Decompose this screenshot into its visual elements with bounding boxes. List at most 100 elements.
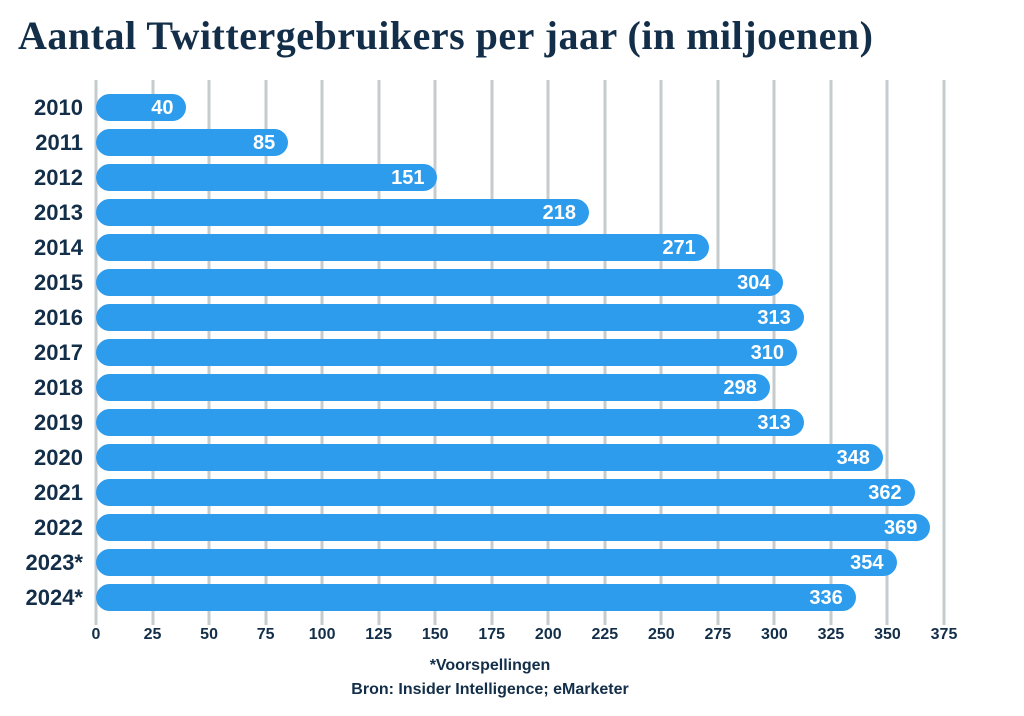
year-label-2020: 2020 — [34, 444, 83, 470]
bar-2022: 369 — [96, 514, 931, 541]
chart-row: 2010 40 — [0, 90, 944, 125]
bar-track: 369 — [96, 514, 944, 541]
bar-value-label: 313 — [757, 306, 791, 329]
year-label-2022: 2022 — [34, 514, 83, 540]
chart-title: Aantal Twittergebruikers per jaar (in mi… — [18, 13, 874, 58]
bar-2019: 313 — [96, 409, 804, 436]
bar-value-label: 362 — [868, 481, 902, 504]
x-tick-label-100: 100 — [308, 626, 336, 643]
bar-2017: 310 — [96, 339, 797, 366]
year-label-2023: 2023* — [25, 549, 83, 575]
bar-track: 310 — [96, 339, 944, 366]
bar-value-label: 151 — [391, 166, 425, 189]
chart-row: 2013 218 — [0, 195, 944, 230]
prediction-footnote: *Voorspellingen — [429, 657, 551, 674]
chart-row: 2022 369 — [0, 510, 944, 545]
chart-row: 2023* 354 — [0, 545, 944, 580]
bar-2011: 85 — [96, 129, 289, 156]
year-label-2013: 2013 — [34, 199, 83, 225]
gridline-350 — [885, 80, 889, 625]
bar-value-label: 271 — [662, 236, 696, 259]
year-label-2014: 2014 — [34, 234, 83, 260]
x-tick-label-225: 225 — [591, 626, 619, 643]
bar-2012: 151 — [96, 164, 438, 191]
year-label-2012: 2012 — [34, 164, 83, 190]
bar-value-label: 336 — [809, 586, 843, 609]
chart-row: 2017 310 — [0, 335, 944, 370]
x-tick-label-250: 250 — [647, 626, 675, 643]
chart-row: 2015 304 — [0, 265, 944, 300]
bar-2020: 348 — [96, 444, 883, 471]
bar-value-label: 369 — [884, 516, 918, 539]
bar-value-label: 310 — [750, 341, 784, 364]
bar-track: 85 — [96, 129, 944, 156]
footnotes: *Voorspellingen Bron: Insider Intelligen… — [0, 654, 980, 702]
x-tick-label-325: 325 — [817, 626, 845, 643]
chart-row: 2020 348 — [0, 440, 944, 475]
year-label-2010: 2010 — [34, 94, 83, 120]
x-tick-label-75: 75 — [256, 626, 275, 643]
x-tick-label-375: 375 — [930, 626, 958, 643]
bar-track: 298 — [96, 374, 944, 401]
year-label-2024: 2024* — [25, 584, 83, 610]
gridline-375 — [942, 80, 946, 625]
x-tick-label-300: 300 — [761, 626, 788, 643]
x-tick-label-50: 50 — [200, 626, 218, 643]
bar-value-label: 40 — [151, 96, 174, 119]
bar-2015: 304 — [96, 269, 784, 296]
chart-row: 2021 362 — [0, 475, 944, 510]
x-tick-label-150: 150 — [421, 626, 449, 643]
chart-row: 2019 313 — [0, 405, 944, 440]
bar-2013: 218 — [96, 199, 589, 226]
chart-row: 2011 85 — [0, 125, 944, 160]
year-label-2018: 2018 — [34, 374, 83, 400]
x-tick-label-200: 200 — [534, 626, 562, 643]
year-label-2011: 2011 — [35, 129, 83, 155]
chart-row: 2012 151 — [0, 160, 944, 195]
bar-2024: 336 — [96, 584, 856, 611]
chart-row: 2014 271 — [0, 230, 944, 265]
bar-track: 40 — [96, 94, 944, 121]
year-label-2021: 2021 — [34, 479, 83, 505]
bar-2021: 362 — [96, 479, 915, 506]
chart-row: 2016 313 — [0, 300, 944, 335]
bar-value-label: 85 — [252, 131, 276, 154]
x-tick-label-125: 125 — [365, 626, 393, 643]
bar-track: 313 — [96, 304, 944, 331]
bar-track: 313 — [96, 409, 944, 436]
x-tick-label-275: 275 — [704, 626, 732, 643]
chart-row: 2018 298 — [0, 370, 944, 405]
bar-2023: 354 — [96, 549, 897, 576]
bar-value-label: 348 — [836, 446, 870, 469]
x-tick-label-0: 0 — [91, 626, 101, 643]
source-footnote: Bron: Insider Intelligence; eMarketer — [351, 681, 629, 698]
bar-2016: 313 — [96, 304, 804, 331]
bar-value-label: 354 — [850, 551, 884, 574]
bar-2014: 271 — [96, 234, 709, 261]
bar-2010: 40 — [96, 94, 187, 121]
year-label-2017: 2017 — [34, 339, 83, 365]
gridline-325 — [829, 80, 833, 625]
chart-row: 2024* 336 — [0, 580, 944, 615]
bar-value-label: 304 — [737, 271, 771, 294]
x-tick-label-25: 25 — [143, 626, 162, 643]
bar-track: 304 — [96, 269, 944, 296]
bar-track: 271 — [96, 234, 944, 261]
bar-value-label: 218 — [542, 201, 576, 224]
x-tick-label-175: 175 — [478, 626, 506, 643]
bar-rows: 2010 40 2011 85 2012 151 2013 218 2014 271 2015 304… — [0, 90, 944, 615]
bar-value-label: 313 — [757, 411, 791, 434]
year-label-2015: 2015 — [34, 269, 83, 295]
bar-track: 348 — [96, 444, 944, 471]
bar-track: 218 — [96, 199, 944, 226]
year-label-2019: 2019 — [34, 409, 83, 435]
x-tick-label-350: 350 — [874, 626, 901, 643]
bar-track: 336 — [96, 584, 944, 611]
bar-2018: 298 — [96, 374, 770, 401]
bar-track: 354 — [96, 549, 944, 576]
year-label-2016: 2016 — [34, 304, 83, 330]
x-axis: 0 25 50 75 100 125 150 175 200 225 250 275 300 325 350… — [92, 626, 958, 646]
bar-track: 362 — [96, 479, 944, 506]
bar-value-label: 298 — [723, 376, 757, 399]
